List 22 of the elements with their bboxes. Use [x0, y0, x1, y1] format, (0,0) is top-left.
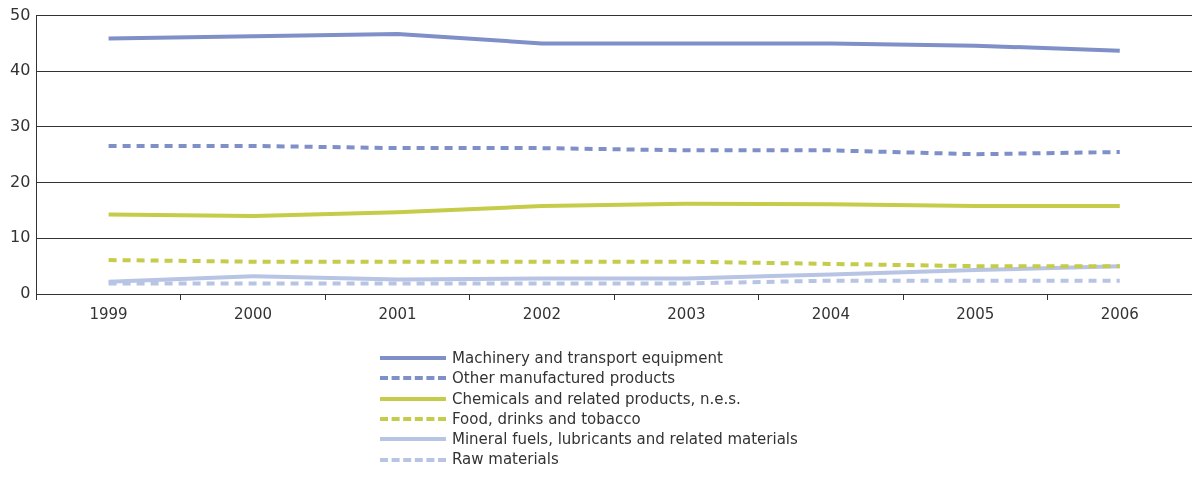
legend-label: Food, drinks and tobacco	[452, 408, 641, 430]
line-series	[106, 143, 1122, 157]
y-tick-label: 40	[10, 60, 31, 80]
legend-label: Other manufactured products	[452, 368, 676, 389]
legend-label: Machinery and transport equipment	[452, 348, 723, 369]
line-series	[106, 258, 1122, 269]
x-tick-label: 2000	[233, 304, 273, 323]
x-tick-label: 2004	[811, 304, 850, 323]
x-tick-label: 2005	[956, 304, 995, 323]
y-tick-label: 10	[10, 227, 31, 247]
x-tick-label: 2001	[378, 304, 417, 323]
legend-label: Chemicals and related products, n.e.s.	[452, 388, 741, 409]
y-tick-label: 50	[10, 4, 31, 24]
y-tick-label: 30	[10, 116, 31, 136]
y-tick-label: 20	[10, 171, 31, 191]
y-tick-label: 0	[20, 283, 31, 303]
legend-label: Mineral fuels, lubricants and related materials	[452, 429, 798, 450]
x-tick-label: 2006	[1100, 304, 1139, 323]
x-tick-label: 2002	[522, 304, 562, 323]
x-tick-label: 1999	[89, 304, 128, 323]
legend-label: Raw materials	[452, 449, 559, 470]
x-tick-label: 2003	[667, 304, 706, 323]
